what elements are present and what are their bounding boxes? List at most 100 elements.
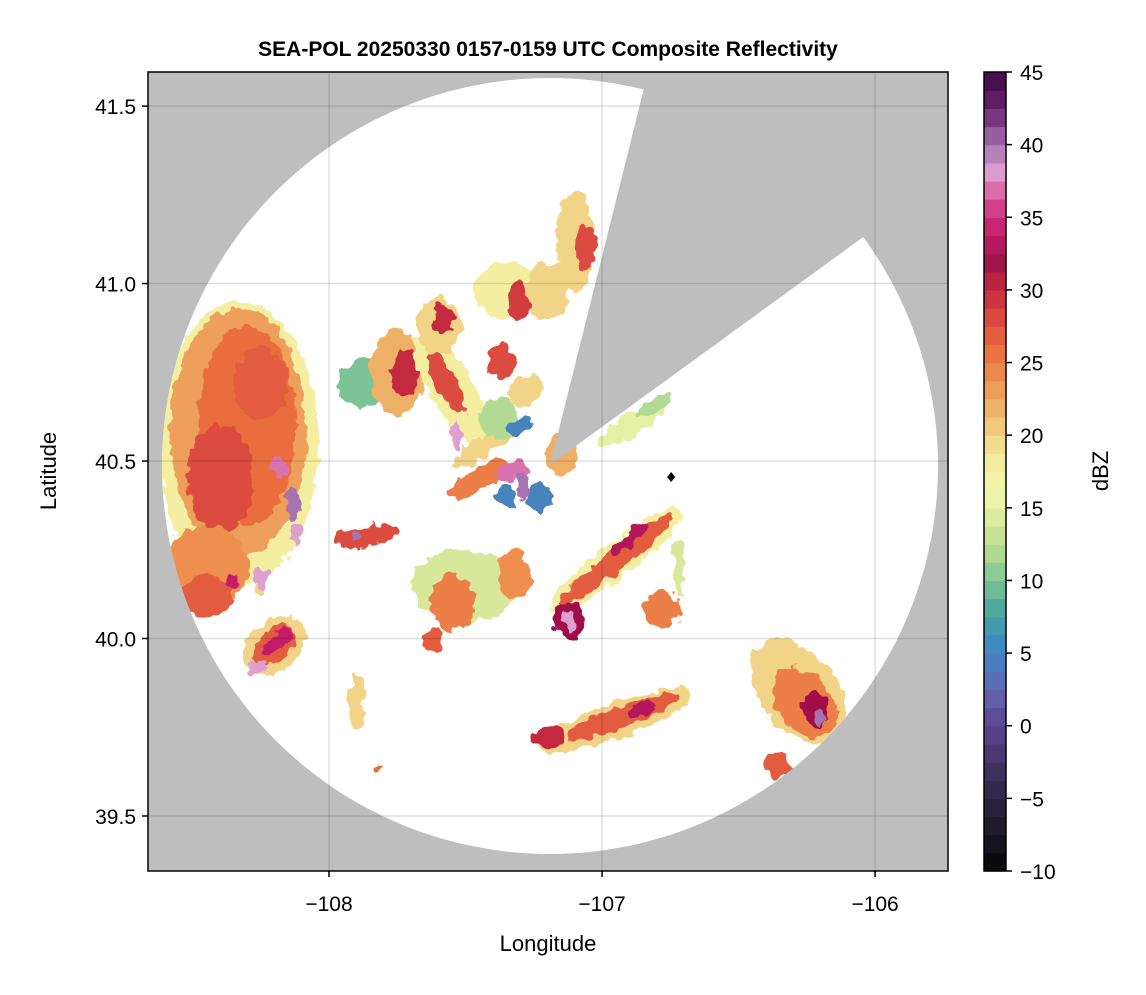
colorbar-bin <box>984 126 1006 146</box>
echo-cell <box>498 549 532 600</box>
colorbar-bin <box>984 780 1006 799</box>
colorbar-bin <box>984 489 1006 509</box>
echo-cell <box>430 574 474 632</box>
colorbar-bin <box>984 616 1006 636</box>
echo-cell <box>531 727 564 749</box>
echo-cell <box>334 523 400 548</box>
echo-cell <box>426 351 467 415</box>
echo-cell <box>574 226 597 270</box>
colorbar-tick-label: 45 <box>1020 62 1043 85</box>
echo-cell <box>228 574 239 589</box>
colorbar-bin <box>984 398 1006 418</box>
echo-cell <box>763 752 791 781</box>
colorbar-tick-label: 10 <box>1020 570 1043 593</box>
echo-cell <box>249 659 267 675</box>
x-tick-label: −108 <box>305 893 352 916</box>
echo-cell <box>517 471 529 501</box>
echo-cell <box>187 425 253 533</box>
echo-cell <box>451 421 463 451</box>
colorbar-bin <box>984 471 1006 491</box>
echo-cell <box>432 304 455 334</box>
y-tick-label: 41.0 <box>95 274 136 297</box>
echo-cell <box>391 347 420 398</box>
colorbar-bin <box>984 72 1006 91</box>
echo-cell <box>271 457 289 479</box>
colorbar-tick-label: 25 <box>1020 353 1043 376</box>
echo-cell <box>178 574 234 618</box>
colorbar-bin <box>984 562 1006 582</box>
blocked-sector <box>550 72 948 465</box>
y-tick-label: 41.5 <box>95 96 136 119</box>
echo-cell <box>495 485 518 508</box>
colorbar-ticks: −10 −5 0 5 10 15 20 25 30 35 40 45 <box>1006 62 1056 884</box>
colorbar-bin <box>984 544 1006 563</box>
echo-cell <box>350 530 362 541</box>
colorbar-bin <box>984 725 1006 745</box>
colorbar-tick-label: 5 <box>1020 643 1032 666</box>
colorbar-bin <box>984 707 1006 727</box>
colorbar-bin <box>984 435 1006 454</box>
echo-cell <box>372 766 384 774</box>
echo-layer <box>162 191 848 781</box>
x-axis-label: Longitude <box>500 931 597 956</box>
colorbar-bin <box>984 90 1006 109</box>
echo-cell <box>629 701 657 718</box>
echo-cell <box>487 343 515 380</box>
y-tick-label: 39.5 <box>95 806 136 829</box>
x-tick-label: −106 <box>851 893 898 916</box>
colorbar-bin <box>984 525 1006 545</box>
colorbar-tick-label: 0 <box>1020 716 1032 739</box>
colorbar-bin <box>984 834 1006 854</box>
colorbar-frame <box>983 71 1007 872</box>
colorbar <box>984 72 1006 872</box>
colorbar-bin <box>984 144 1006 164</box>
y-axis: 39.5 40.0 40.5 41.0 41.5 <box>95 96 148 829</box>
plot-frame <box>147 71 949 872</box>
echo-cell <box>450 459 509 498</box>
echo-cell <box>254 584 262 594</box>
y-tick-label: 40.5 <box>95 451 136 474</box>
colorbar-tick-label: 15 <box>1020 498 1043 521</box>
colorbar-tick-label: 35 <box>1020 207 1043 230</box>
colorbar-bin <box>984 689 1006 709</box>
colorbar-tick-label: 40 <box>1020 135 1043 158</box>
colorbar-bin <box>984 344 1006 364</box>
colorbar-bin <box>984 634 1006 654</box>
colorbar-bin <box>984 199 1006 218</box>
echo-cell <box>815 709 826 724</box>
echo-cell <box>673 539 684 596</box>
colorbar-bin <box>984 453 1006 473</box>
echo-cell <box>643 592 682 628</box>
x-axis: −108 −107 −106 <box>305 871 899 916</box>
echo-cell <box>261 628 293 656</box>
colorbar-bin <box>984 380 1006 400</box>
colorbar-label: dBZ <box>1088 451 1113 491</box>
x-tick-label: −107 <box>578 893 625 916</box>
colorbar-bin <box>984 180 1006 200</box>
echo-cell <box>286 485 301 522</box>
colorbar-bin <box>984 217 1006 237</box>
echo-cell <box>479 397 518 440</box>
echo-cell <box>525 262 570 320</box>
echo-cell <box>507 374 544 406</box>
colorbar-bin <box>984 253 1006 273</box>
diamond-marker <box>667 472 676 483</box>
colorbar-bin <box>984 762 1006 781</box>
colorbar-bin <box>984 235 1006 255</box>
colorbar-bin <box>984 816 1006 836</box>
colorbar-bin <box>984 271 1006 291</box>
colorbar-bin <box>984 362 1006 382</box>
echo-cell <box>559 515 673 605</box>
colorbar-bin <box>984 798 1006 818</box>
colorbar-tick-label: 20 <box>1020 425 1043 448</box>
colorbar-tick-label: 30 <box>1020 280 1043 303</box>
colorbar-bin <box>984 308 1006 327</box>
chart-title: SEA-POL 20250330 0157-0159 UTC Composite… <box>258 38 838 61</box>
echo-cell <box>233 347 289 419</box>
colorbar-tick-label: −10 <box>1020 861 1056 884</box>
colorbar-bin <box>984 289 1006 309</box>
colorbar-bin <box>984 417 1006 436</box>
echo-cell <box>507 416 533 435</box>
colorbar-bin <box>984 852 1006 872</box>
